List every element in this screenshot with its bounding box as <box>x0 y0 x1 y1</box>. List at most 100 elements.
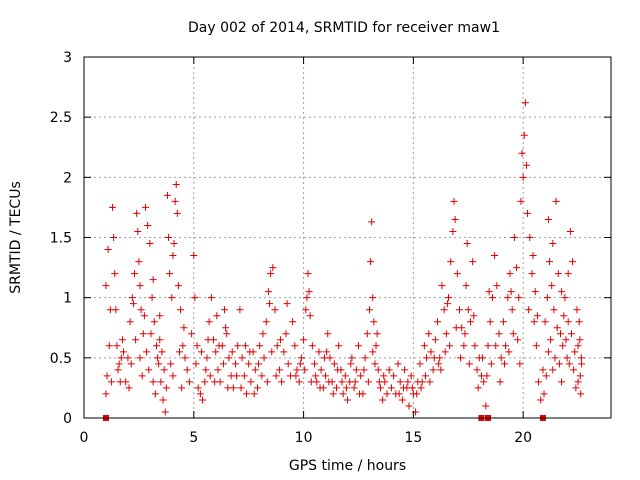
data-point <box>420 342 428 350</box>
data-point <box>577 390 585 398</box>
data-point <box>197 348 205 356</box>
data-point <box>144 221 152 229</box>
data-point <box>109 203 117 211</box>
data-point <box>576 372 584 380</box>
data-point <box>445 294 453 302</box>
chart-title: Day 002 of 2014, SRMTID for receiver maw… <box>188 20 500 36</box>
data-point <box>212 348 220 356</box>
data-point <box>176 348 184 356</box>
data-point <box>450 197 458 205</box>
data-point <box>302 306 310 314</box>
data-point <box>269 264 277 272</box>
data-point <box>223 330 231 338</box>
data-point <box>260 354 268 362</box>
data-point <box>185 378 193 386</box>
data-point <box>390 372 398 380</box>
data-point <box>163 191 171 199</box>
data-point <box>529 252 537 260</box>
data-point <box>255 360 263 368</box>
data-point <box>104 246 112 254</box>
data-point <box>451 215 459 223</box>
data-points <box>102 99 586 421</box>
data-point <box>293 366 301 374</box>
data-point <box>139 330 147 338</box>
data-point <box>564 318 572 326</box>
data-point <box>334 366 342 374</box>
data-point <box>333 384 341 392</box>
data-point <box>173 209 181 217</box>
data-point <box>465 360 473 368</box>
data-point <box>506 270 514 278</box>
data-point <box>423 354 431 362</box>
data-point <box>221 306 229 314</box>
data-point <box>168 294 176 302</box>
y-tick-label: 0 <box>63 411 72 427</box>
data-point <box>342 384 350 392</box>
y-tick-label: 2 <box>63 170 72 186</box>
y-tick-label: 0.5 <box>50 351 72 367</box>
data-point <box>361 354 369 362</box>
data-point <box>560 312 568 320</box>
data-point <box>365 306 373 314</box>
data-point <box>515 294 523 302</box>
data-point <box>371 360 379 368</box>
data-point <box>350 384 358 392</box>
data-point <box>520 131 528 139</box>
data-point <box>103 372 111 380</box>
data-point <box>368 218 376 226</box>
data-point <box>250 390 258 398</box>
data-point <box>495 330 503 338</box>
data-point <box>461 330 469 338</box>
data-point <box>120 348 128 356</box>
data-point <box>488 294 496 302</box>
data-point <box>341 372 349 380</box>
data-point <box>416 360 424 368</box>
data-point <box>205 318 213 326</box>
data-point <box>499 318 507 326</box>
data-point <box>464 306 472 314</box>
data-point <box>180 324 188 332</box>
data-point <box>140 312 148 320</box>
data-point <box>376 384 384 392</box>
data-point <box>438 282 446 290</box>
data-point <box>102 282 110 290</box>
data-point <box>537 396 545 404</box>
data-point <box>567 330 575 338</box>
data-point <box>329 390 337 398</box>
data-point <box>507 288 515 296</box>
data-point <box>375 378 383 386</box>
data-point <box>577 354 585 362</box>
data-point <box>447 258 455 266</box>
data-point <box>466 318 474 326</box>
data-point <box>357 372 365 380</box>
data-point <box>338 378 346 386</box>
data-point <box>407 372 415 380</box>
data-point <box>387 384 395 392</box>
data-point <box>295 378 303 386</box>
data-point <box>181 354 189 362</box>
data-point <box>513 264 521 272</box>
data-point <box>571 348 579 356</box>
data-point <box>418 378 426 386</box>
data-point <box>360 366 368 374</box>
data-point <box>266 300 274 308</box>
data-point <box>132 336 140 344</box>
data-point <box>398 396 406 404</box>
data-point <box>166 270 174 278</box>
data-point <box>347 360 355 368</box>
data-point <box>578 360 586 368</box>
data-point <box>174 282 182 290</box>
data-point <box>264 288 272 296</box>
data-point <box>256 342 264 350</box>
data-point <box>300 336 308 344</box>
data-point <box>363 330 371 338</box>
data-point <box>553 324 561 332</box>
data-point <box>306 312 314 320</box>
data-point <box>517 197 525 205</box>
data-point <box>480 378 488 386</box>
data-point <box>575 318 583 326</box>
data-point <box>214 366 222 374</box>
data-point <box>245 360 253 368</box>
data-point <box>172 181 180 189</box>
data-point <box>563 354 571 362</box>
